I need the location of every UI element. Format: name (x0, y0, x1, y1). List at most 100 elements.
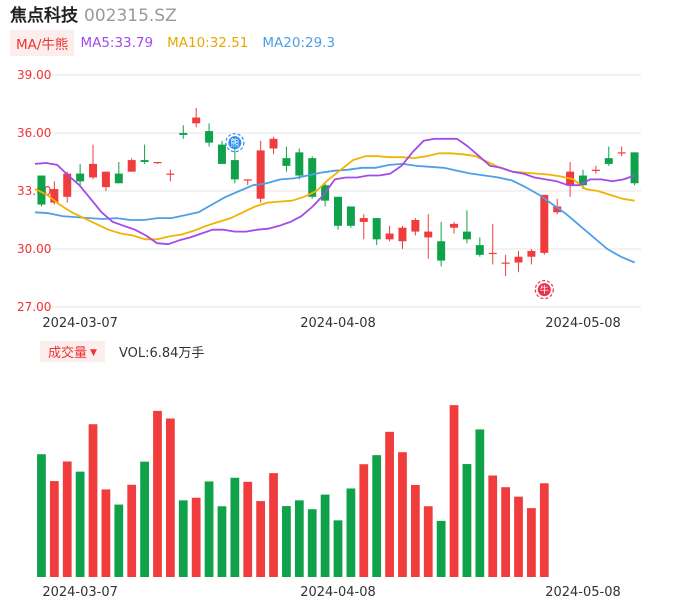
candle-body (617, 152, 626, 154)
candle-body (411, 220, 420, 232)
candle-2024-04-19 (450, 221, 459, 234)
marker-dot (228, 136, 242, 150)
volume-x-tick-label: 2024-03-07 (42, 585, 118, 600)
candle-2024-05-14 (630, 152, 639, 186)
volume-bar-2024-03-08 (88, 424, 98, 577)
candle-2024-03-29 (282, 146, 291, 172)
candle-2024-05-06 (553, 198, 562, 215)
volume-bar-2024-03-14 (140, 461, 149, 577)
candle-body (604, 158, 613, 164)
candle-body (269, 138, 278, 149)
ma5-legend: MA5:33.79 (80, 35, 154, 51)
volume-bar-2024-04-22 (462, 464, 472, 577)
candle-body (295, 152, 304, 176)
ma5-line (34, 137, 635, 246)
stock-header: 焦点科技 002315.SZ (10, 5, 177, 27)
y-tick-label: 39.00 (17, 68, 51, 82)
candle-2024-04-29 (527, 249, 536, 265)
volume-bar-2024-04-18 (436, 520, 446, 577)
volume-bar-2024-04-09 (346, 488, 356, 577)
stock-name: 焦点科技 (10, 6, 78, 26)
volume-bar-2024-03-05 (49, 481, 59, 577)
candle-2024-03-21 (205, 123, 214, 147)
x-tick-label: 2024-03-07 (42, 316, 118, 331)
candle-2024-03-18 (166, 169, 175, 182)
volume-legend: 成交量 ▼ VOL:6.84万手 (40, 340, 204, 362)
candle-2024-04-02 (308, 156, 317, 199)
marker-dot (537, 283, 551, 297)
volume-bar-2024-04-26 (514, 496, 523, 577)
candle-body (127, 160, 136, 172)
volume-selector-label: 成交量 (48, 345, 88, 361)
volume-bar-2024-04-12 (385, 431, 394, 577)
candle-body (488, 252, 497, 255)
volume-bar-2024-03-28 (269, 473, 278, 577)
candle-body (591, 169, 600, 171)
ma20-legend: MA20:29.3 (262, 35, 336, 51)
candle-2024-04-26 (514, 250, 523, 273)
candle-2024-04-12 (385, 225, 394, 242)
candle-body (243, 179, 252, 181)
candle-body (385, 233, 394, 240)
candle-2024-03-04 (37, 175, 46, 207)
candle-body (437, 241, 446, 261)
volume-bar-2024-04-10 (359, 464, 369, 577)
candle-body (398, 227, 407, 242)
ma10-line (34, 152, 635, 241)
volume-bar-2024-03-20 (191, 497, 201, 577)
candle-body (346, 206, 355, 226)
candle-2024-03-06 (63, 171, 72, 203)
candle-2024-03-11 (101, 171, 110, 191)
candle-body (372, 218, 381, 240)
volume-x-tick-label: 2024-05-08 (545, 585, 621, 600)
volume-indicator-selector[interactable]: 成交量 ▼ (40, 340, 105, 362)
volume-bar-2024-03-12 (114, 504, 124, 577)
candle-2024-04-10 (359, 214, 368, 240)
candle-body (192, 117, 201, 124)
volume-bar-2024-04-24 (488, 475, 498, 577)
volume-bar-2024-03-26 (243, 481, 253, 577)
candle-2024-05-08 (578, 169, 587, 190)
candle-2024-04-01 (295, 148, 304, 180)
y-tick-label: 27.00 (17, 300, 51, 314)
y-tick-label: 36.00 (17, 126, 51, 140)
candle-body (230, 160, 239, 180)
candle-body (101, 171, 110, 188)
ma10-legend: MA10:32.51 (167, 35, 249, 51)
x-tick-label: 2024-05-08 (545, 316, 621, 331)
volume-bar-2024-04-02 (307, 509, 317, 577)
volume-x-tick-label: 2024-04-08 (300, 585, 376, 600)
candle-2024-03-19 (179, 125, 188, 139)
y-tick-label: 33.00 (17, 184, 51, 198)
candle-2024-05-10 (604, 146, 613, 166)
volume-bar-2024-03-07 (75, 471, 85, 577)
ma20-line (34, 162, 635, 264)
candle-body (140, 160, 149, 162)
candle-body (359, 218, 368, 222)
candle-2024-04-16 (411, 218, 420, 236)
volume-bar-2024-04-29 (527, 508, 536, 577)
candle-body (76, 173, 85, 182)
candle-body (514, 256, 523, 263)
candle-2024-03-25 (230, 148, 239, 184)
candle-2024-04-09 (346, 206, 355, 228)
candle-2024-03-08 (89, 144, 98, 180)
ma-indicator-selector[interactable]: MA/牛熊 (10, 30, 75, 56)
candle-2024-04-11 (372, 218, 381, 246)
candle-body (217, 144, 226, 164)
candle-body (450, 223, 459, 228)
volume-bar-2024-04-23 (475, 429, 485, 577)
volume-bar-2024-03-21 (204, 481, 214, 577)
candle-body (334, 196, 342, 226)
candle-2024-04-03 (321, 183, 330, 207)
candle-2024-03-26 (243, 179, 252, 186)
candle-2024-03-12 (114, 162, 123, 184)
candle-2024-04-17 (424, 214, 433, 259)
stock-code: 002315.SZ (84, 6, 177, 26)
candle-2024-04-23 (475, 237, 484, 257)
candle-2024-04-08 (334, 196, 342, 230)
volume-bar-2024-03-22 (217, 506, 227, 577)
volume-bar-2024-03-04 (37, 454, 46, 577)
y-tick-label: 30.00 (17, 242, 51, 256)
